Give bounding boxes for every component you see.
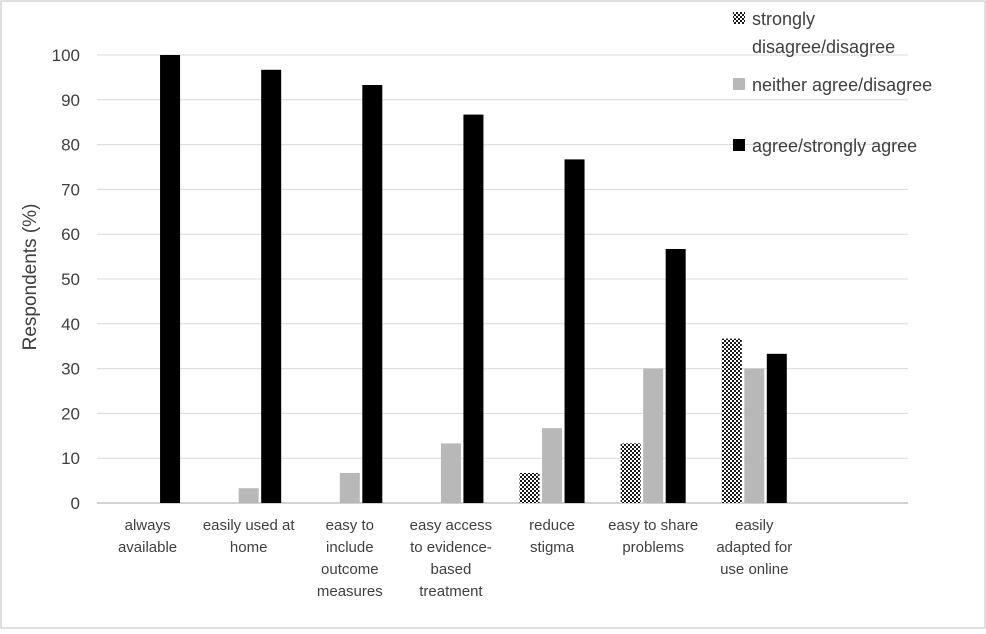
bar (463, 114, 484, 504)
x-category-label: measures (317, 583, 383, 600)
bar (519, 472, 540, 503)
x-category-label: stigma (530, 539, 575, 556)
y-tick-label: 70 (61, 180, 80, 199)
y-axis-title: Respondents (%) (20, 204, 41, 351)
x-category-label: use online (720, 561, 788, 578)
x-category-label: available (118, 539, 177, 556)
x-category-label: easy to (326, 517, 374, 534)
y-tick-label: 80 (61, 136, 80, 155)
bar (744, 368, 765, 503)
x-category-label: easily used at (203, 517, 296, 534)
legend-swatch (733, 12, 745, 24)
bars (160, 55, 787, 504)
x-category-label: to evidence- (410, 539, 492, 556)
y-tick-label: 40 (61, 315, 80, 334)
y-tick-label: 60 (61, 225, 80, 244)
y-tick-label: 100 (52, 46, 80, 65)
legend-label: strongly (752, 9, 815, 29)
y-tick-label: 50 (61, 270, 80, 289)
x-category-label: treatment (419, 583, 483, 600)
legend-swatch (733, 139, 745, 151)
x-category-label: easily (735, 517, 774, 534)
bar (238, 488, 259, 503)
bar (339, 472, 360, 503)
x-category-label: easy access (410, 517, 493, 534)
y-axis-ticks: 0 10 20 30 40 50 60 70 80 90 100 (52, 46, 80, 513)
legend-swatch (733, 78, 745, 90)
y-tick-label: 20 (61, 404, 80, 423)
x-category-label: based (430, 561, 471, 578)
x-category-label: adapted for (716, 539, 792, 556)
bar (665, 248, 686, 503)
legend-label: neither agree/disagree (752, 75, 932, 95)
bar (721, 338, 742, 503)
bar (440, 443, 461, 503)
y-tick-label: 10 (61, 449, 80, 468)
x-category-label: include (326, 539, 374, 556)
x-category-label: home (230, 539, 268, 556)
y-tick-label: 30 (61, 360, 80, 379)
legend-label: agree/strongly agree (752, 136, 917, 156)
y-tick-label: 90 (61, 91, 80, 110)
x-axis-categories: always available easily used at home easy to… (118, 517, 792, 600)
bar (643, 368, 664, 503)
legend: strongly disagree/disagree neither agree/d… (733, 9, 932, 156)
bar (160, 55, 181, 503)
legend-label: disagree/disagree (752, 37, 895, 57)
bar (564, 159, 585, 503)
bar (261, 69, 282, 503)
bar (620, 443, 641, 503)
x-category-label: problems (622, 539, 684, 556)
x-category-label: always (125, 517, 171, 534)
y-tick-label: 0 (71, 494, 80, 513)
x-category-label: reduce (529, 517, 575, 534)
bar (542, 428, 563, 503)
x-category-label: outcome (321, 561, 379, 578)
x-category-label: easy to share (608, 517, 698, 534)
bar (766, 353, 787, 503)
bar (362, 85, 383, 504)
